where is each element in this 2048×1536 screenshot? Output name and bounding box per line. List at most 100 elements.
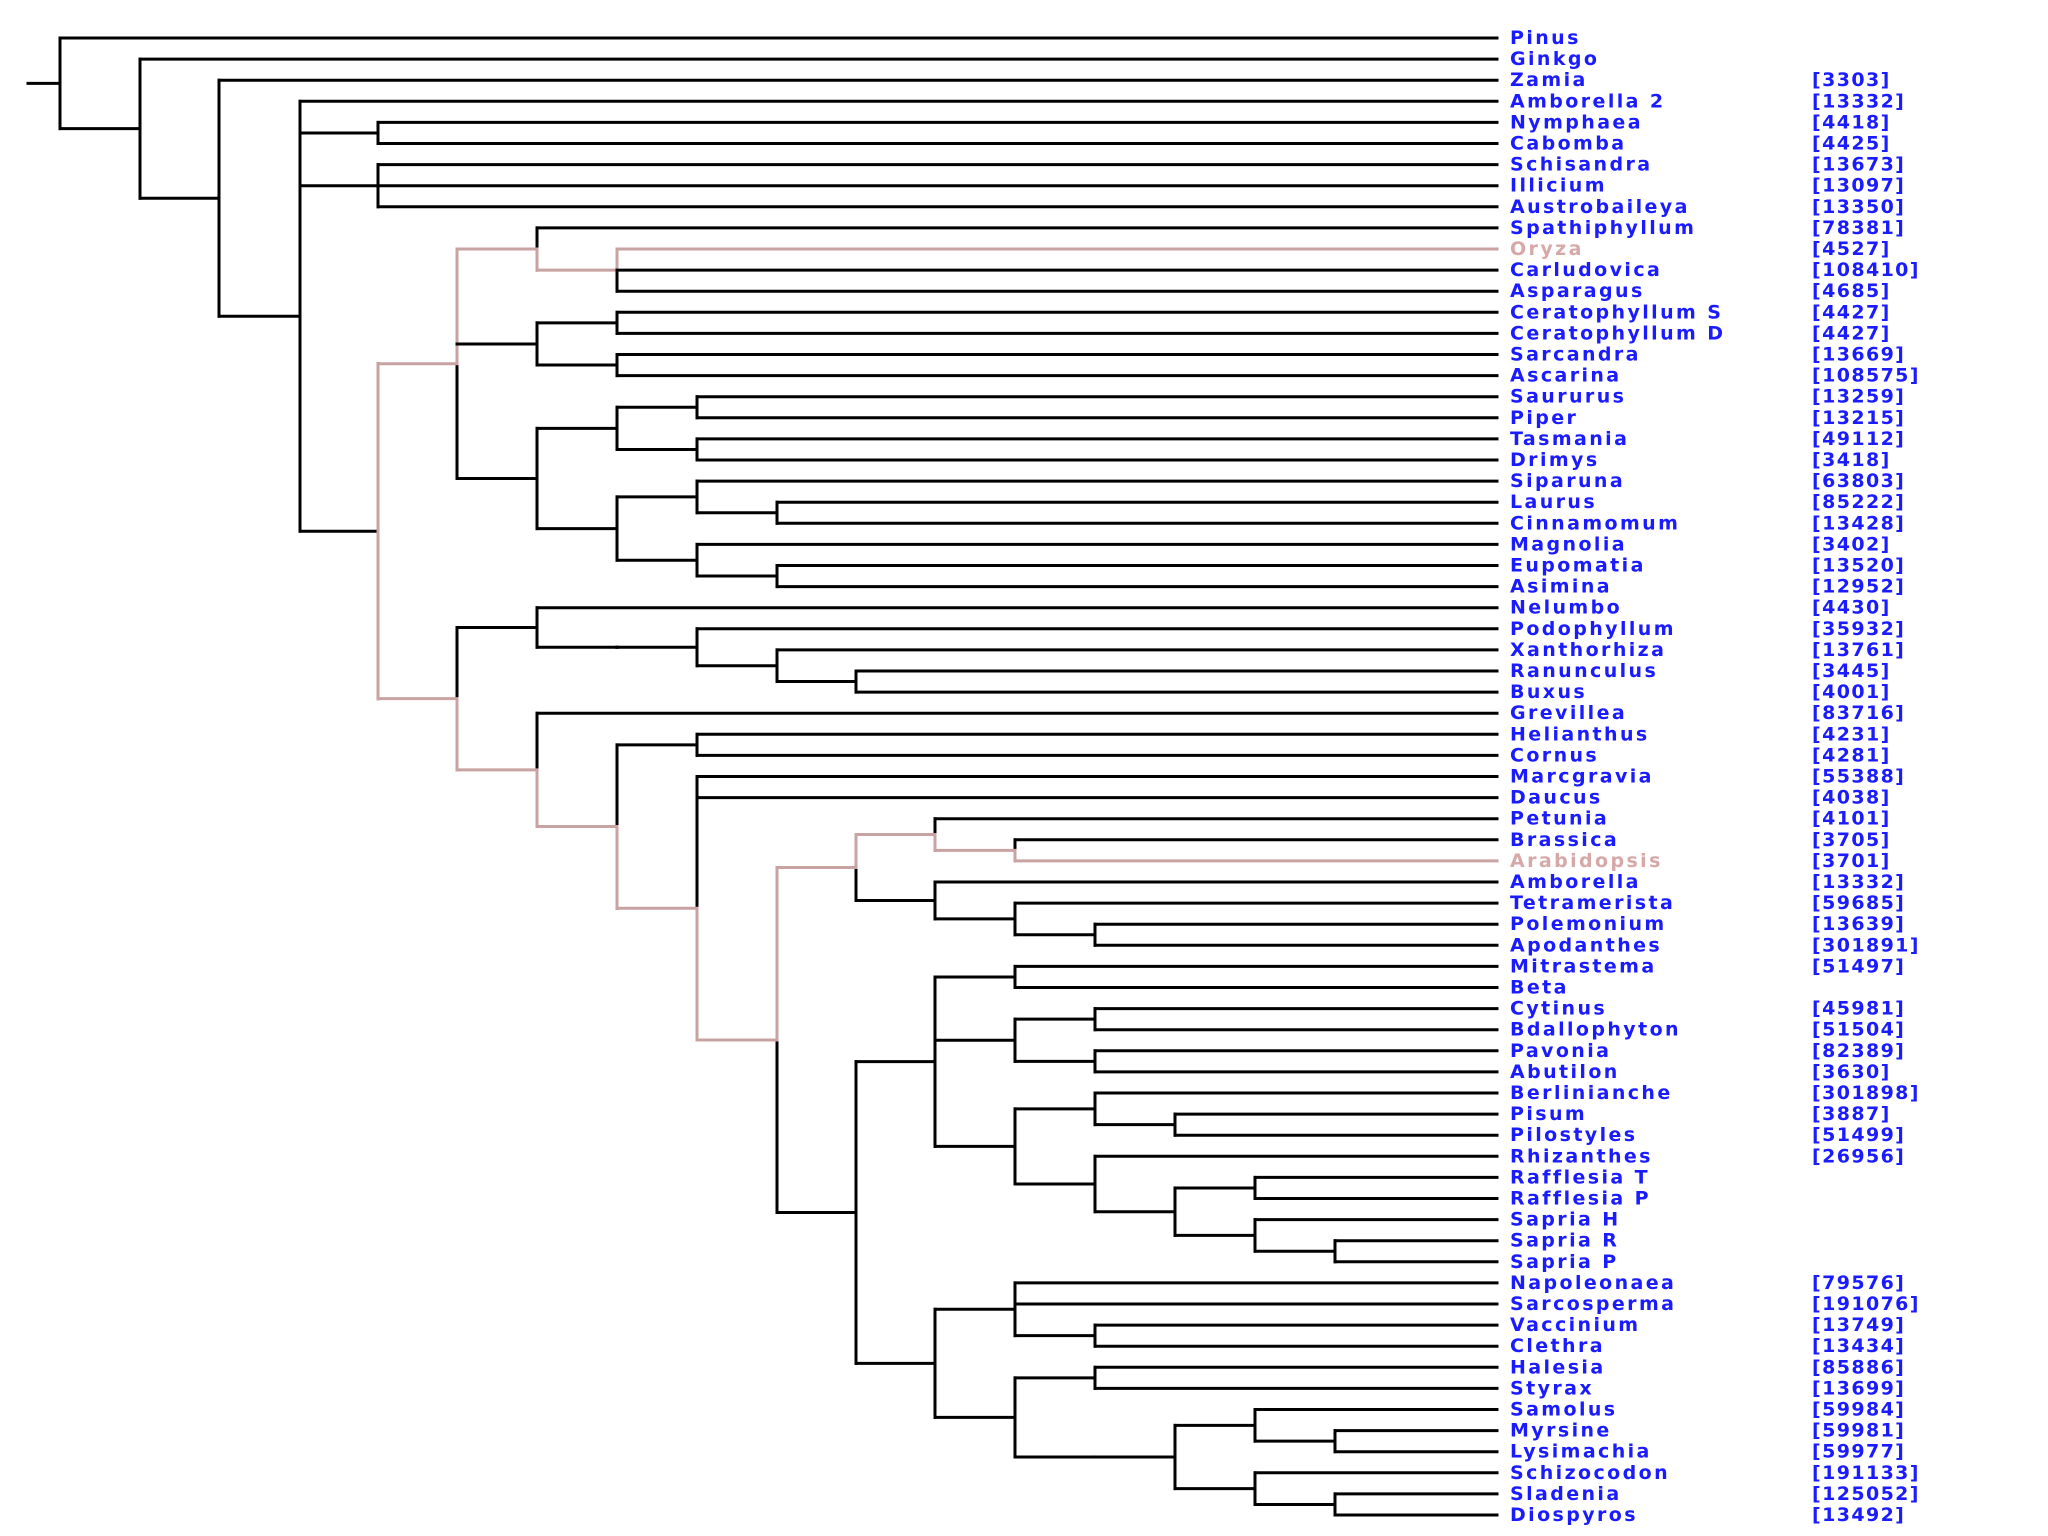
taxon-label: Piper [1510,407,1578,429]
taxon-label: Polemonium [1510,913,1667,935]
taxon-label: Illicium [1510,175,1607,197]
taxon-label: Ginkgo [1510,48,1599,70]
taxon-label: Sarcandra [1510,344,1641,366]
taxon-label: Siparuna [1510,470,1625,492]
taxon-label: Beta [1510,977,1569,999]
taxon-label: Lysimachia [1510,1441,1652,1463]
taxon-label: Sapria R [1510,1230,1619,1252]
accession-label: [191076] [1812,1293,1920,1315]
accession-label: [4418] [1812,111,1891,133]
taxon-label: Xanthorhiza [1510,639,1666,661]
taxon-label: Napoleonaea [1510,1272,1676,1294]
accession-label: [78381] [1812,217,1905,239]
taxon-label: Ascarina [1510,365,1622,387]
accession-label: [13492] [1812,1504,1905,1526]
accession-label: [13749] [1812,1314,1905,1336]
taxon-label: Saururus [1510,386,1626,408]
accession-label: [3701] [1812,850,1891,872]
accession-label: [13332] [1812,90,1905,112]
tree-branches [26,36,1499,1517]
accession-label: [59977] [1812,1441,1905,1463]
taxon-label: Schizocodon [1510,1462,1670,1484]
accession-label: [4527] [1812,238,1891,260]
accession-label: [85886] [1812,1356,1905,1378]
accession-label: [51497] [1812,955,1905,977]
accession-label: [13434] [1812,1335,1905,1357]
taxon-label: Rafflesia T [1510,1166,1650,1188]
taxon-label: Sladenia [1510,1483,1622,1505]
taxon-label: Cytinus [1510,998,1607,1020]
accession-label: [191133] [1812,1462,1920,1484]
accession-label: [13673] [1812,154,1905,176]
taxon-label: Brassica [1510,829,1619,851]
accession-label: [108575] [1812,365,1920,387]
taxon-label: Abutilon [1510,1061,1620,1083]
accession-label: [45981] [1812,998,1905,1020]
accession-label: [3402] [1812,533,1891,555]
accession-label: [35932] [1812,618,1905,640]
taxon-label: Carludovica [1510,259,1662,281]
accession-label: [4425] [1812,133,1891,155]
accession-label: [59984] [1812,1399,1905,1421]
taxon-label: Asimina [1510,576,1612,598]
accession-label: [3418] [1812,449,1891,471]
accession-label: [3303] [1812,69,1891,91]
accession-label: [4281] [1812,744,1891,766]
taxon-label: Sarcosperma [1510,1293,1676,1315]
taxon-label: Zamia [1510,69,1588,91]
accession-label: [59685] [1812,892,1905,914]
accession-label: [4101] [1812,808,1891,830]
accession-label: [13520] [1812,555,1905,577]
accession-label: [63803] [1812,470,1905,492]
taxon-label: Diospyros [1510,1504,1638,1526]
taxon-label: Ceratophyllum D [1510,322,1725,344]
taxon-label: Styrax [1510,1377,1594,1399]
accession-label: [4231] [1812,723,1891,745]
taxon-label: Amborella [1510,871,1641,893]
taxon-label: Nelumbo [1510,597,1622,619]
taxon-label: Grevillea [1510,702,1627,724]
accession-label: [12952] [1812,576,1905,598]
taxon-label: Helianthus [1510,723,1650,745]
taxon-label: Rhizanthes [1510,1145,1653,1167]
taxon-label: Vaccinium [1510,1314,1641,1336]
taxon-label: Pilostyles [1510,1124,1638,1146]
taxon-label: Pinus [1510,27,1581,49]
taxon-label: Sapria H [1510,1209,1621,1231]
accession-label: [51499] [1812,1124,1905,1146]
accession-label: [13215] [1812,407,1905,429]
accession-label: [301898] [1812,1082,1920,1104]
accession-label: [4427] [1812,301,1891,323]
accession-label: [3705] [1812,829,1891,851]
taxon-label: Nymphaea [1510,111,1643,133]
accession-label: [13428] [1812,512,1905,534]
taxon-label: Samolus [1510,1399,1618,1421]
accession-label: [26956] [1812,1145,1905,1167]
taxon-label: Apodanthes [1510,934,1662,956]
taxon-label: Ceratophyllum S [1510,301,1723,323]
taxon-label: Buxus [1510,681,1587,703]
accession-label: [4427] [1812,322,1891,344]
taxon-label: Amborella 2 [1510,90,1666,112]
accession-label: [13761] [1812,639,1905,661]
taxon-label: Halesia [1510,1356,1606,1378]
taxon-label: Eupomatia [1510,555,1646,577]
accession-label: [13350] [1812,196,1905,218]
accession-label: [3887] [1812,1103,1891,1125]
taxon-label: Ranunculus [1510,660,1658,682]
taxon-label: Pavonia [1510,1040,1611,1062]
taxon-label: Myrsine [1510,1420,1612,1442]
taxon-label: Oryza [1510,238,1584,260]
accession-label: [79576] [1812,1272,1905,1294]
accession-label: [13097] [1812,175,1905,197]
taxon-label: Rafflesia P [1510,1188,1651,1210]
accession-label: [4001] [1812,681,1891,703]
taxon-label: Mitrastema [1510,955,1657,977]
accession-label: [13669] [1812,344,1905,366]
taxon-label: Berlinianche [1510,1082,1673,1104]
accession-label: [51504] [1812,1019,1905,1041]
taxon-label: Clethra [1510,1335,1605,1357]
accession-label: [301891] [1812,934,1920,956]
